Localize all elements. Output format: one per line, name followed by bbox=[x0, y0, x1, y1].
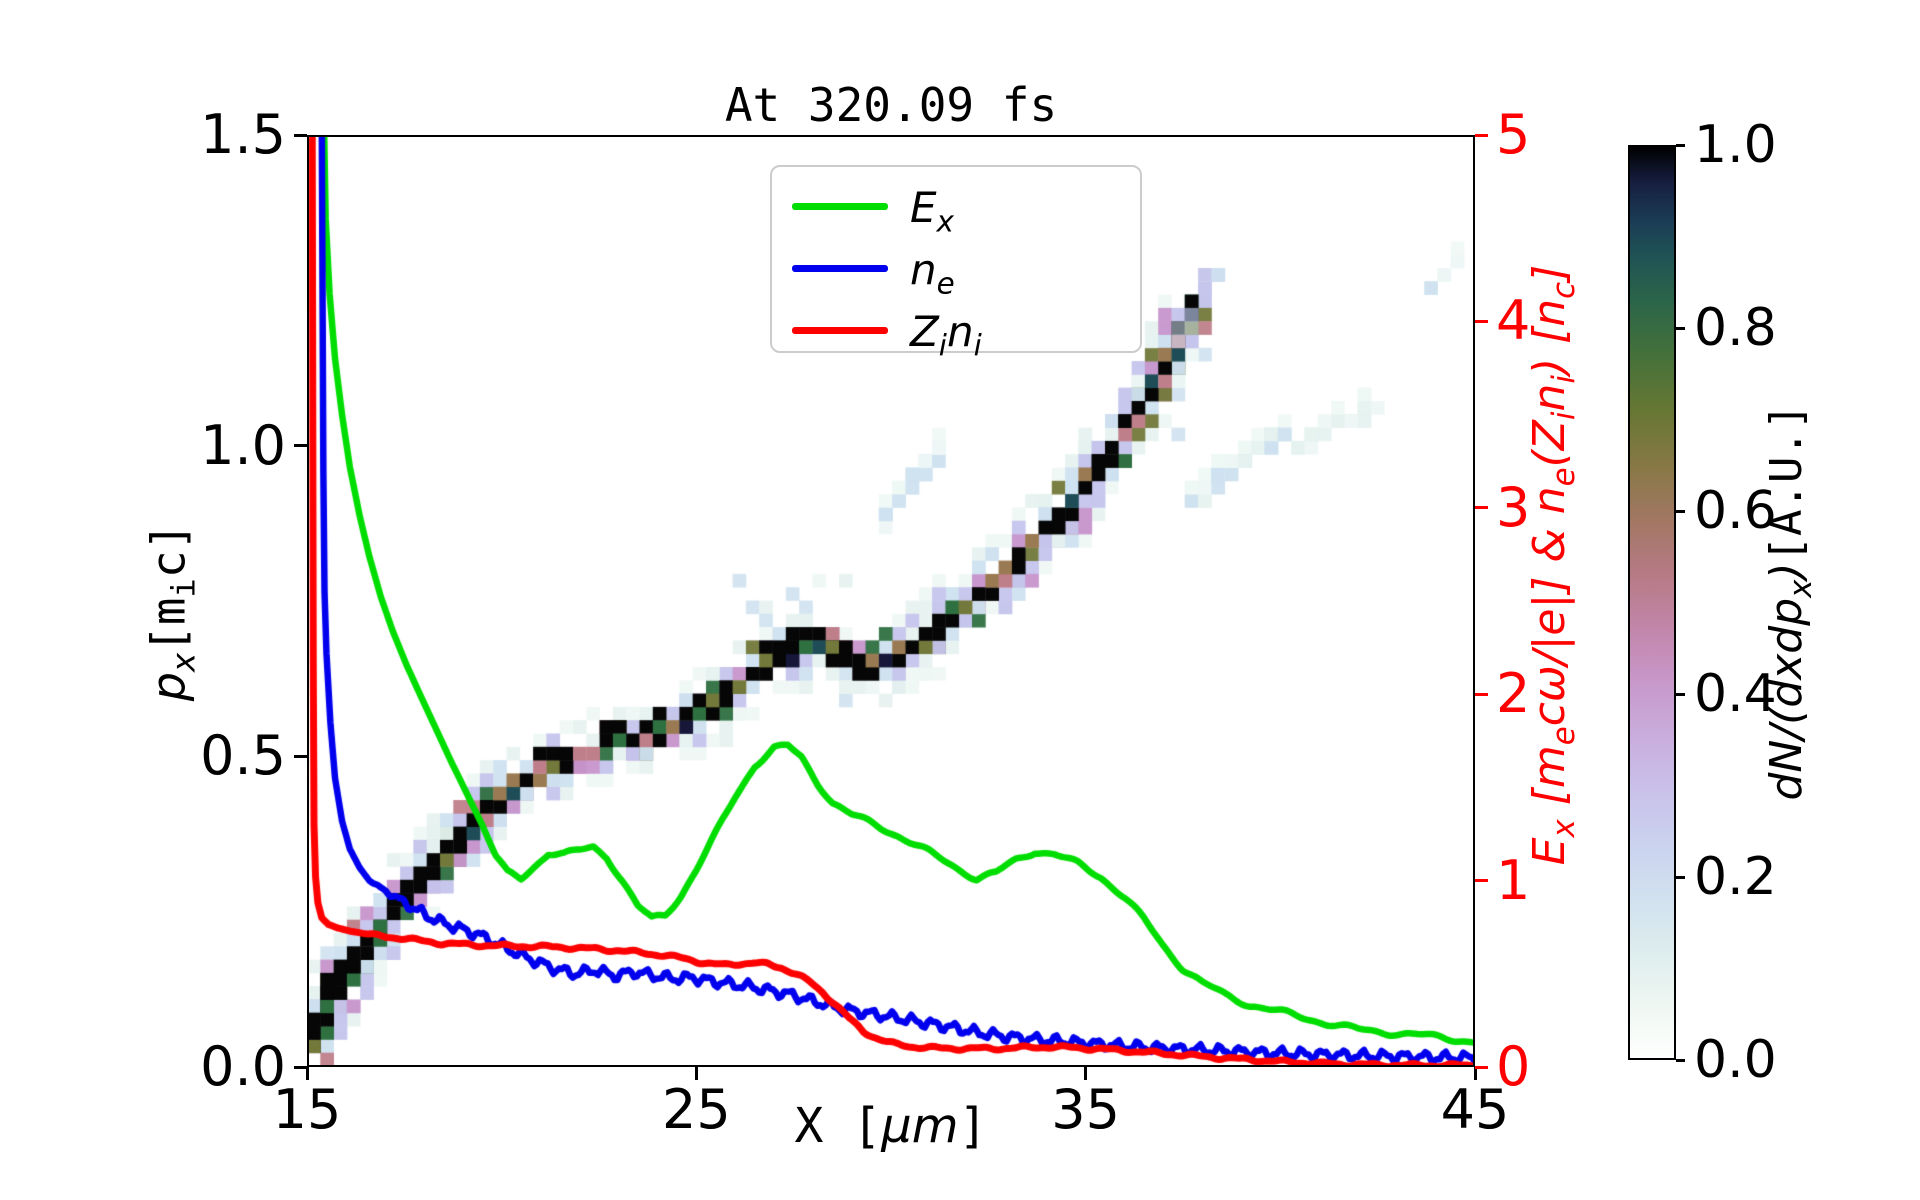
legend-line-swatch bbox=[792, 203, 888, 210]
legend-item-label: Zini bbox=[910, 307, 982, 363]
legend-item: Zini bbox=[772, 299, 1140, 363]
chart-title: At 320.09 fs bbox=[724, 78, 1058, 132]
colorbar-tick-label: 1.0 bbox=[1694, 115, 1777, 175]
colorbar-tick bbox=[1676, 876, 1685, 879]
colorbar bbox=[1628, 145, 1676, 1060]
x-axis-label: X [μm] bbox=[307, 1098, 1475, 1154]
y-right-tick-label: 3 bbox=[1496, 475, 1531, 539]
y-left-tick-label: 0.5 bbox=[200, 724, 286, 788]
colorbar-tick-label: 0.0 bbox=[1694, 1030, 1777, 1090]
x-axis-label-pre: X [ bbox=[794, 1098, 882, 1154]
colorbar-tick bbox=[1676, 693, 1685, 696]
y-left-tick-label: 1.0 bbox=[200, 413, 286, 477]
right-axis-label: Ex [mecω/|e|] & ne(Zini) [nc] bbox=[1524, 264, 1582, 866]
colorbar-tick-label: 0.2 bbox=[1694, 847, 1777, 907]
y-right-tick bbox=[1475, 692, 1488, 696]
y-right-tick bbox=[1475, 319, 1488, 323]
x-tick-label: 45 bbox=[1440, 1078, 1510, 1141]
colorbar-tick-label: 0.6 bbox=[1694, 481, 1777, 541]
x-axis-label-post: ] bbox=[958, 1098, 988, 1154]
y-right-tick-label: 1 bbox=[1496, 848, 1531, 912]
colorbar-tick bbox=[1676, 1059, 1685, 1062]
colorbar-tick-label: 0.4 bbox=[1694, 664, 1777, 724]
y-right-tick bbox=[1475, 133, 1488, 137]
y-right-tick-label: 4 bbox=[1496, 289, 1531, 353]
x-tick-label: 35 bbox=[1051, 1078, 1121, 1141]
colorbar-tick bbox=[1676, 327, 1685, 330]
y-left-tick-label: 1.5 bbox=[200, 103, 286, 166]
colorbar-tick bbox=[1676, 144, 1685, 147]
legend-item: ne bbox=[772, 237, 1140, 301]
colorbar-label: dN/(dxdpx)[A.U.] bbox=[1761, 403, 1819, 800]
x-tick bbox=[1084, 1067, 1088, 1080]
x-tick bbox=[1473, 1067, 1477, 1080]
y-left-tick bbox=[294, 754, 307, 758]
colorbar-tick-label: 0.8 bbox=[1694, 298, 1777, 358]
legend-item: Ex bbox=[772, 175, 1140, 239]
x-tick bbox=[305, 1067, 309, 1080]
y-right-tick bbox=[1475, 879, 1488, 883]
x-tick-label: 25 bbox=[661, 1078, 731, 1141]
legend-line-swatch bbox=[792, 265, 888, 272]
legend: Ex ne Zini bbox=[770, 165, 1142, 362]
x-tick-label: 15 bbox=[272, 1078, 342, 1141]
y-right-tick-label: 2 bbox=[1496, 662, 1531, 726]
y-right-tick-label: 0 bbox=[1496, 1035, 1531, 1098]
legend-line-swatch bbox=[792, 327, 888, 334]
y-left-tick-label: 0.0 bbox=[200, 1035, 286, 1098]
y-right-tick bbox=[1475, 1065, 1488, 1069]
left-axis-label-unit: [mic] bbox=[141, 522, 203, 653]
left-axis-label: px[mic] bbox=[141, 523, 202, 701]
legend-item-label: ne bbox=[910, 245, 955, 301]
y-right-tick-label: 5 bbox=[1496, 103, 1531, 166]
y-right-tick bbox=[1475, 506, 1488, 510]
x-tick bbox=[694, 1067, 698, 1080]
legend-item-label: Ex bbox=[910, 183, 954, 239]
y-left-tick bbox=[294, 133, 307, 137]
y-left-tick bbox=[294, 444, 307, 448]
left-axis-label-math: px bbox=[141, 652, 203, 702]
colorbar-tick bbox=[1676, 510, 1685, 513]
y-left-tick bbox=[294, 1065, 307, 1069]
x-axis-label-mu: μm bbox=[881, 1098, 959, 1154]
